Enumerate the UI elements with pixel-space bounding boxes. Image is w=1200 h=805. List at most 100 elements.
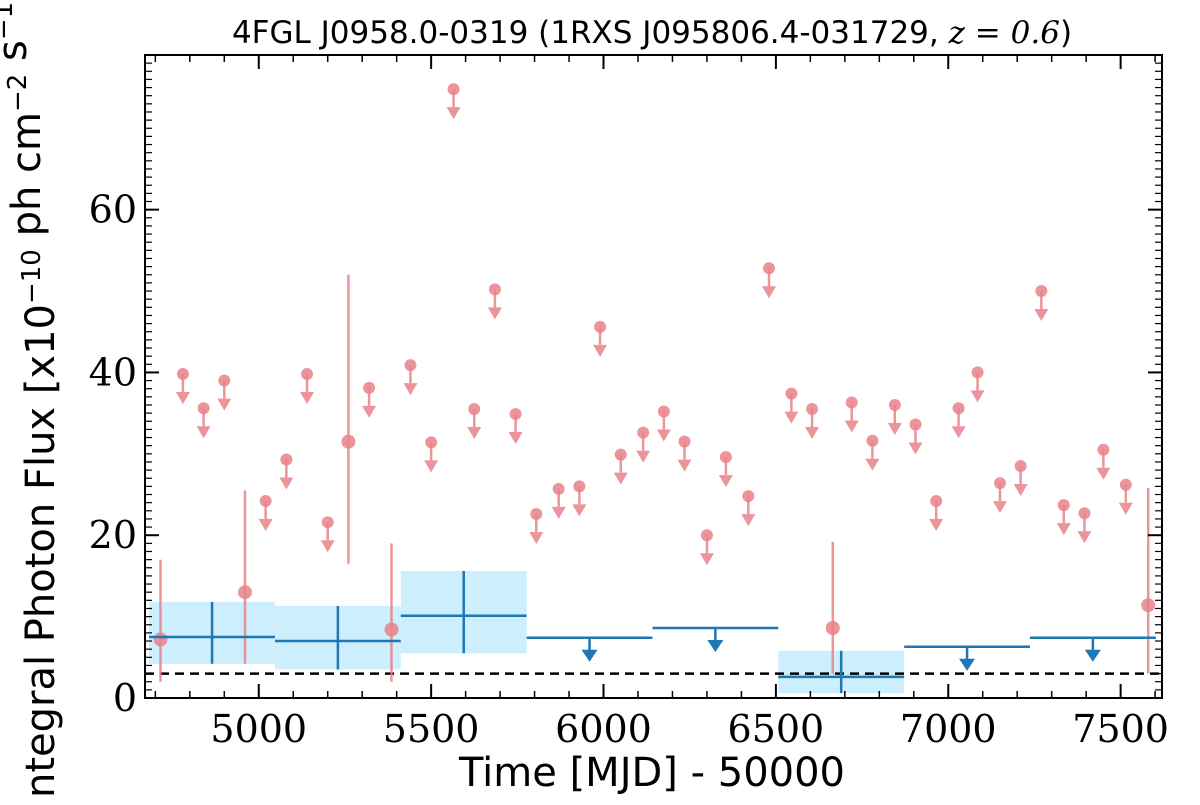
short-bin-ul-point [952, 402, 965, 415]
short-bin-ul-point [594, 320, 607, 333]
short-bin-ul-point [971, 366, 984, 379]
long-bin-series [149, 571, 1156, 694]
short-bin-ul-point [762, 262, 775, 275]
short-bin-point [384, 622, 399, 637]
short-bin-point [341, 434, 356, 449]
short-bin-ul-point [700, 529, 713, 542]
short-bin-ul-arrow [300, 392, 315, 405]
short-bin-ul-arrow [467, 427, 482, 440]
short-bin-ul-point [488, 283, 501, 296]
short-bin-ul-arrow [761, 286, 776, 299]
short-bin-ul-arrow [529, 532, 544, 545]
short-bin-ul-point [845, 396, 858, 409]
short-bin-ul-point [1057, 499, 1070, 512]
short-bin-ul-point [321, 516, 334, 529]
short-bin-ul-arrow [487, 307, 502, 320]
short-bin-ul-point [363, 381, 376, 394]
short-bin-ul-point [678, 435, 691, 448]
short-bin-ul-arrow [699, 553, 714, 566]
short-bin-ul-arrow [279, 477, 294, 490]
x-tick-label: 6500 [728, 707, 825, 751]
short-bin-ul-arrow [1118, 502, 1133, 515]
x-tick-label: 5500 [383, 707, 480, 751]
short-bin-ul-arrow [175, 392, 190, 405]
x-tick-label: 6000 [555, 707, 652, 751]
short-bin-ul-arrow [551, 506, 566, 519]
short-bin-ul-arrow [929, 519, 944, 532]
short-bin-ul-point [301, 368, 314, 381]
short-bin-ul-point [637, 426, 650, 439]
axis-ticks: 5000 5500 6000 6500 7000 7500 0 20 40 60 [89, 54, 1169, 751]
long-bin-ul-arrow [959, 658, 976, 671]
long-bin-ul-arrow [581, 649, 598, 662]
short-bin-point [153, 632, 168, 647]
short-bin-ul-point [719, 451, 732, 464]
short-bin-ul-point [530, 508, 543, 521]
short-bin-ul-arrow [1034, 309, 1049, 322]
long-bin-ul-arrow [1084, 649, 1101, 662]
short-bin-ul-arrow [718, 475, 733, 488]
short-bin-ul-arrow [613, 472, 628, 485]
short-bin-ul-arrow [403, 383, 418, 396]
short-bin-ul-point [909, 418, 922, 431]
short-bin-ul-arrow [784, 411, 799, 424]
plot-frame [144, 54, 1163, 699]
short-bin-ul-arrow [572, 504, 587, 517]
short-bin-ul-arrow [508, 431, 523, 444]
long-bin-ul-arrow [707, 640, 724, 653]
short-bin-ul-arrow [908, 442, 923, 455]
short-bin-ul-point [888, 398, 901, 411]
short-bin-ul-point [785, 387, 798, 400]
short-bin-ul-arrow [217, 398, 232, 411]
short-bin-ul-arrow [1056, 523, 1071, 536]
short-bin-ul-arrow [258, 519, 273, 532]
x-tick-label: 7000 [900, 707, 997, 751]
short-bin-point [237, 585, 252, 600]
short-bin-ul-arrow [970, 390, 985, 403]
short-bin-ul-point [447, 83, 460, 96]
short-bin-ul-point [1097, 443, 1110, 456]
short-bin-ul-arrow [656, 429, 671, 442]
short-bin-ul-point [259, 495, 272, 508]
x-tick-label: 7500 [1072, 707, 1169, 751]
short-bin-ul-arrow [805, 427, 820, 440]
short-bin-ul-point [993, 477, 1006, 490]
x-tick-label: 5000 [210, 707, 307, 751]
short-bin-ul-point [930, 495, 943, 508]
short-bin-ul-point [280, 453, 293, 466]
short-bin-ul-arrow [741, 514, 756, 527]
short-bin-ul-point [197, 402, 210, 415]
short-bin-ul-point [1119, 478, 1132, 491]
short-bin-ul-arrow [677, 459, 692, 472]
short-bin-ul-point [1035, 285, 1048, 298]
short-bin-ul-point [218, 374, 231, 387]
short-bin-ul-arrow [593, 344, 608, 357]
short-bin-ul-point [425, 436, 438, 449]
y-tick-label: 20 [89, 513, 137, 557]
short-bin-ul-arrow [1013, 484, 1028, 497]
short-bin-ul-arrow [636, 450, 651, 463]
short-bin-ul-arrow [992, 501, 1007, 514]
short-bin-ul-point [1078, 507, 1091, 520]
y-tick-label: 60 [89, 188, 137, 232]
y-tick-label: 0 [113, 676, 137, 720]
short-bin-ul-arrow [1077, 531, 1092, 544]
y-tick-label: 40 [89, 350, 137, 394]
short-bin-ul-arrow [844, 420, 859, 433]
short-bin-ul-point [614, 448, 627, 461]
short-bin-point [825, 621, 840, 636]
short-bin-ul-point [573, 480, 586, 493]
short-bin-ul-arrow [362, 405, 377, 418]
short-bin-ul-arrow [446, 107, 461, 120]
short-bin-ul-arrow [951, 426, 966, 439]
short-bin-ul-point [552, 482, 565, 495]
short-bin-ul-point [468, 403, 481, 416]
short-bin-ul-point [1014, 460, 1027, 473]
x-axis-label: Time [MJD] - 50000 [458, 750, 845, 796]
short-bin-ul-point [742, 490, 755, 503]
short-bin-ul-point [176, 368, 189, 381]
short-bin-ul-point [657, 405, 670, 418]
short-bin-ul-point [509, 407, 522, 420]
chart-title: 4FGL J0958.0-0319 (1RXS J095806.4-031729… [232, 15, 1072, 51]
